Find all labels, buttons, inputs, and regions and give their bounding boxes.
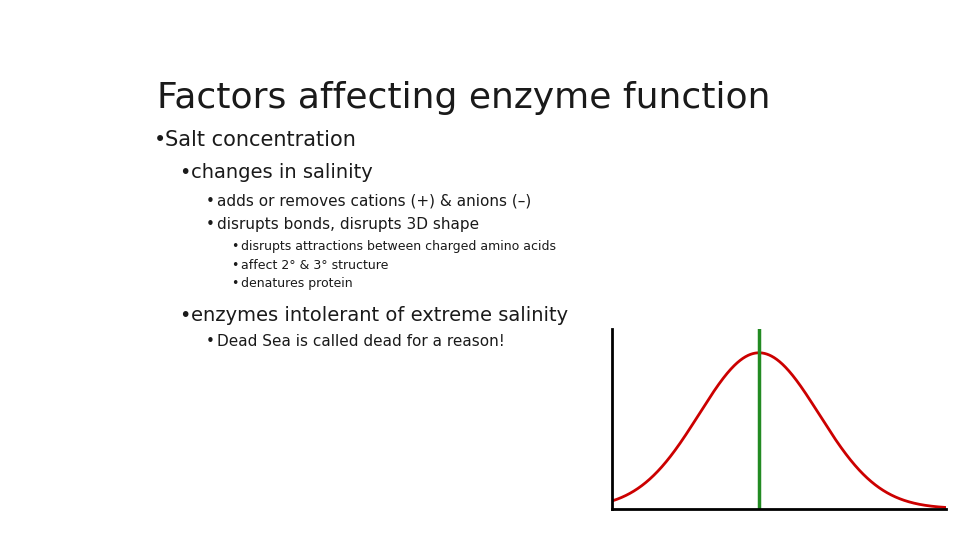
Text: disrupts bonds, disrupts 3D shape: disrupts bonds, disrupts 3D shape — [217, 218, 479, 232]
Text: •: • — [231, 240, 239, 253]
Text: •: • — [231, 259, 239, 272]
Text: •: • — [205, 194, 214, 208]
Text: disrupts attractions between charged amino acids: disrupts attractions between charged ami… — [241, 240, 556, 253]
Text: •: • — [205, 218, 214, 232]
Text: •: • — [155, 130, 166, 150]
Text: •: • — [180, 306, 191, 325]
Text: •: • — [180, 163, 191, 181]
Text: •: • — [205, 334, 214, 349]
Text: enzymes intolerant of extreme salinity: enzymes intolerant of extreme salinity — [191, 306, 567, 325]
Text: adds or removes cations (+) & anions (–): adds or removes cations (+) & anions (–) — [217, 194, 531, 208]
Text: changes in salinity: changes in salinity — [191, 163, 372, 181]
Text: Dead Sea is called dead for a reason!: Dead Sea is called dead for a reason! — [217, 334, 504, 349]
Text: affect 2° & 3° structure: affect 2° & 3° structure — [241, 259, 389, 272]
Text: Factors affecting enzyme function: Factors affecting enzyme function — [157, 82, 771, 116]
Text: Salt concentration: Salt concentration — [165, 130, 355, 150]
Text: •: • — [231, 277, 239, 290]
Text: denatures protein: denatures protein — [241, 277, 353, 290]
